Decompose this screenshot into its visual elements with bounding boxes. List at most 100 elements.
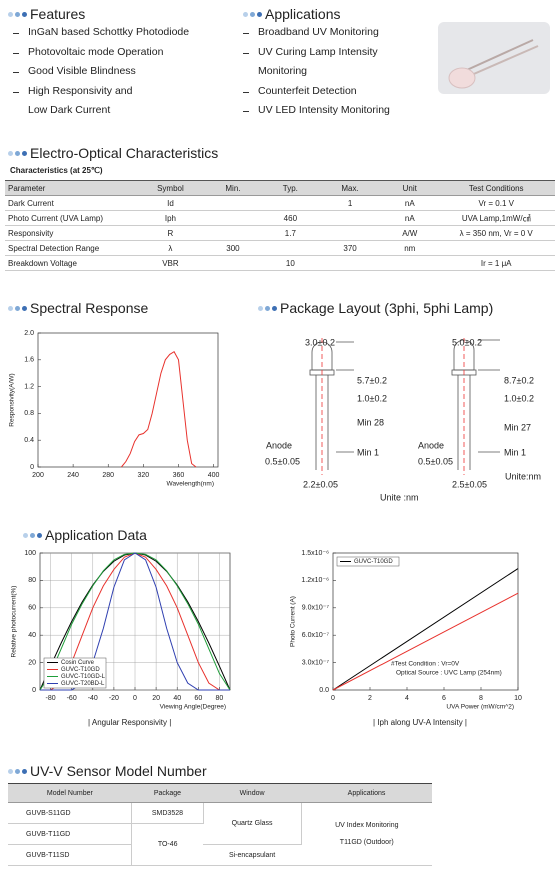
item-text: Counterfeit Detection: [258, 84, 357, 97]
x-tick-label: 240: [67, 472, 79, 479]
item-text: UV Curing Lamp Intensity: [258, 45, 378, 58]
cell: Id: [137, 195, 204, 211]
cell: UV Index Monitoring T11GD (Outdoor): [301, 802, 432, 866]
x-tick-label: 280: [102, 472, 114, 479]
list-item: InGaN based Schottky Photodiode: [6, 23, 189, 43]
header-text: Application Data: [45, 527, 147, 543]
x-tick-label: 320: [138, 472, 150, 479]
cell: GUVB-T11SD: [8, 844, 133, 866]
legend-label: Cosin Curve: [61, 660, 95, 666]
plot-frame: [37, 332, 219, 468]
cell: [262, 240, 318, 256]
header-row: Parameter Symbol Min. Typ. Max. Unit Test Cond…: [5, 180, 555, 196]
cell: nm: [382, 240, 438, 256]
list-item: Photovoltaic mode Operation: [6, 43, 189, 63]
cell-line: T11GD (Outdoor): [339, 839, 394, 846]
section-header: Features: [8, 5, 85, 23]
x-tick-label: 80: [216, 695, 224, 702]
dimension-label: Unite :nm: [380, 492, 419, 502]
y-tick-label: 20: [28, 659, 36, 666]
x-tick-label: 20: [152, 695, 160, 702]
x-tick-label: 60: [194, 695, 202, 702]
header-text: Applications: [265, 6, 341, 22]
annotation: Optical Source : UVC Lamp (254nm): [396, 670, 502, 677]
y-tick-label: 1.6: [24, 357, 34, 364]
dimension-label: 5.0±0.2: [452, 337, 482, 347]
dimension-label: 2.5±0.05: [452, 479, 487, 489]
dimension-label: Unite:nm: [505, 471, 541, 481]
header-text: UV-V Sensor Model Number: [30, 763, 207, 779]
y-tick-label: 1.2: [24, 383, 34, 390]
x-tick-label: 2: [368, 695, 372, 702]
column-header: Window: [203, 783, 302, 803]
cell: [203, 195, 263, 211]
x-tick-label: 4: [405, 695, 409, 702]
item-text: Good Visible Blindness: [28, 65, 136, 78]
cell: [203, 225, 263, 241]
x-tick-label: 400: [208, 472, 220, 479]
section-header: UV-V Sensor Model Number: [8, 762, 207, 780]
cell: Ir = 1 μA: [437, 255, 555, 271]
dimension-label: Min 27: [504, 422, 531, 432]
package-diagram: 3.0±0.2 5.7±0.2 1.0±0.2 Min 28 Anode 0.5±0.05…: [265, 337, 541, 502]
item-text: UV LED Intensity Monitoring: [258, 104, 390, 117]
y-tick-label: 60: [28, 605, 36, 612]
y-tick-label: 1.5x10⁻⁶: [301, 550, 329, 557]
column-header: Test Conditions: [437, 180, 555, 196]
cell: Responsivity: [5, 225, 138, 241]
y-tick-label: 3.0x10⁻⁷: [302, 659, 330, 666]
table-caption: Characteristics (at 25℃): [10, 166, 103, 175]
cell: Quartz Glass: [203, 802, 302, 845]
cell: Vr = 0.1 V: [437, 195, 555, 211]
chart-caption: | Iph along UV-A Intensity |: [373, 718, 467, 727]
header-text: Package Layout (3phi, 5phi Lamp): [280, 300, 494, 316]
cell: [262, 195, 318, 211]
legend-box: [336, 556, 400, 567]
dimension-label: 8.7±0.2: [504, 375, 534, 385]
cell: [203, 210, 263, 226]
model-table: Model Number Package Window Applications GU…: [8, 783, 432, 866]
column-header: Package: [131, 783, 204, 803]
cell: R: [137, 225, 204, 241]
y-tick-label: 100: [24, 550, 36, 557]
item-text: Monitoring: [258, 65, 308, 78]
cell: [382, 255, 438, 271]
list-item: UV Curing Lamp Intensity Monitoring: [236, 43, 390, 82]
section-header: Electro-Optical Characteristics: [8, 144, 218, 162]
dimension-label: 1.0±0.2: [357, 393, 387, 403]
y-axis-label: Responsivity(A/W): [9, 373, 16, 426]
annotation: #Test Condition : Vr=0V: [391, 661, 460, 668]
cell: 370: [317, 240, 383, 256]
cell: GUVB-S11GD: [8, 802, 133, 824]
y-tick-label: 6.0x10⁻⁷: [302, 632, 330, 639]
cell: [437, 240, 555, 256]
legend-label: GUVC-T20BD-L: [61, 681, 105, 687]
cell: A/W: [382, 225, 438, 241]
x-tick-label: 200: [32, 472, 44, 479]
dimension-label: 0.5±0.05: [265, 456, 300, 466]
section-header: Application Data: [23, 526, 147, 544]
dimension-label: 3.0±0.2: [305, 337, 335, 347]
list-item: Counterfeit Detection: [236, 82, 390, 102]
section-header: Package Layout (3phi, 5phi Lamp): [258, 299, 493, 317]
legend-label: GUVC-T10GD-L: [61, 674, 106, 680]
column-header: Parameter: [5, 180, 138, 196]
dimension-label: Min 1: [357, 447, 379, 457]
item-text: InGaN based Schottky Photodiode: [28, 26, 190, 38]
cell: VBR: [137, 255, 204, 271]
cell: 460: [262, 210, 318, 226]
y-tick-label: 0.8: [24, 410, 34, 417]
table-row: Dark Current Id 1 nA Vr = 0.1 V: [5, 195, 555, 211]
column-header: Applications: [301, 783, 432, 803]
cell: UVA Lamp,1mW/㎠: [437, 210, 555, 226]
cell: Dark Current: [5, 195, 138, 211]
dimension-label: Anode: [266, 440, 292, 450]
column-header: Symbol: [137, 180, 204, 196]
series-line: [332, 568, 519, 691]
dimension-label: 0.5±0.05: [418, 456, 453, 466]
cell: Breakdown Voltage: [5, 255, 138, 271]
product-photo: [438, 22, 550, 94]
cell: λ: [137, 240, 204, 256]
legend-label: GUVC-T10GD: [61, 667, 100, 673]
